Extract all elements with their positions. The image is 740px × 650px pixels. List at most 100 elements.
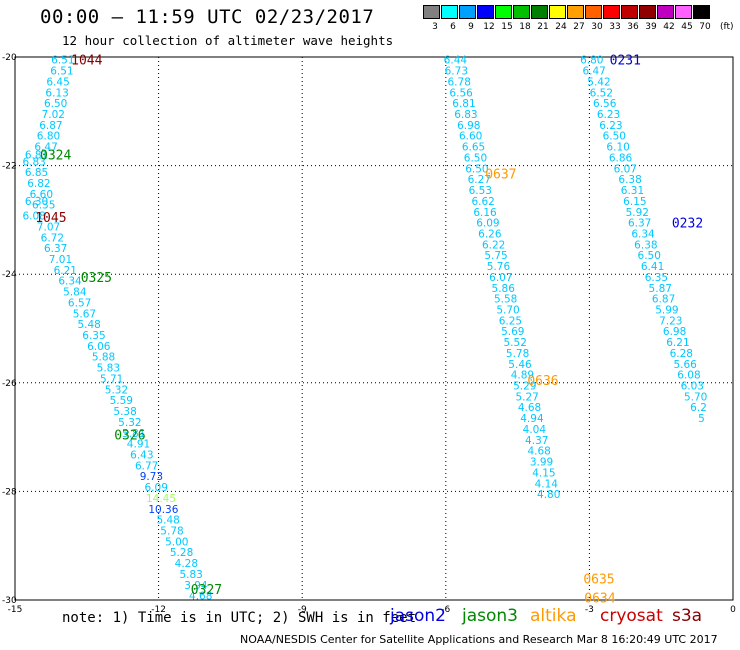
data-point-label: 5.59 [110, 395, 133, 407]
scale-swatch [603, 5, 620, 19]
data-point-label: 6.37 [44, 243, 67, 255]
data-point-label: 6.41 [641, 261, 664, 273]
data-point-label: 5.81 [122, 428, 145, 440]
scale-swatch [693, 5, 710, 19]
data-point-label: 6.50 [465, 163, 488, 175]
scale-swatch [585, 5, 602, 19]
scale-label: 12 [483, 22, 495, 32]
data-point-label: 6.15 [623, 196, 646, 208]
data-point-label: 6.07 [489, 272, 512, 284]
scale-label: 36 [627, 22, 639, 32]
scale-swatch [441, 5, 458, 19]
data-point-label: 6.60 [30, 189, 53, 201]
data-point-label: 6.51 [51, 55, 74, 67]
data-point-label: 4.68 [527, 446, 550, 458]
data-point-label: 5.92 [626, 207, 649, 219]
data-point-label: 6.80 [580, 55, 603, 67]
scale-swatch [423, 5, 440, 19]
scale-label: 6 [450, 22, 456, 32]
data-point-label: 6.07 [614, 163, 637, 175]
data-point-label: 5.78 [506, 348, 529, 360]
data-point-label: 5.32 [105, 384, 128, 396]
data-point-label: 5.75 [484, 250, 507, 262]
satellite-jason3: jason3 [462, 606, 518, 626]
data-point-label: 5.48 [77, 319, 100, 331]
data-point-label: 6.57 [68, 297, 91, 309]
x-tick-label: -3 [585, 605, 594, 615]
data-point-label: 6.44 [444, 55, 468, 67]
scale-units: (ft) [720, 22, 734, 32]
data-point-label: 5.87 [649, 283, 672, 295]
data-point-label: 4.15 [532, 467, 555, 479]
plot-frame [14, 56, 734, 601]
data-point-label: 5 [698, 413, 705, 425]
data-point-label: 5.70 [496, 304, 519, 316]
data-point-label: 5.78 [160, 525, 183, 537]
data-point-label: 6.08 [22, 211, 45, 223]
data-point-label: 5.46 [508, 359, 532, 371]
data-point-label: 5.86 [492, 283, 516, 295]
footer-note: note: 1) Time is in UTC; 2) SWH is in fe… [62, 610, 417, 626]
data-point-label: 5.66 [673, 359, 697, 371]
data-point-label: 4.94 [520, 413, 544, 425]
data-point-label: 6.52 [590, 87, 613, 99]
data-point-label: 6.50 [44, 98, 67, 110]
scale-label: 15 [501, 22, 513, 32]
data-point-label: 4.68 [518, 402, 541, 414]
data-point-label: 4.80 [537, 489, 560, 501]
data-point-label: 7.07 [37, 221, 60, 233]
data-point-label: 5.84 [63, 287, 87, 299]
data-point-label: 6.83 [22, 156, 45, 168]
time-label: 1045 [35, 211, 66, 226]
data-point-label: 6.65 [462, 142, 485, 154]
data-point-label: 6.83 [454, 109, 477, 121]
scale-label: 27 [573, 22, 585, 32]
data-point-label: 6.08 [677, 370, 700, 382]
data-point-label: 6.50 [464, 152, 487, 164]
satellite-altika: altika [530, 606, 577, 626]
data-point-label: 6.37 [628, 218, 651, 230]
y-tick-label: -30 [2, 596, 17, 606]
data-point-label: 7.02 [42, 109, 65, 121]
data-point-label: 6.38 [634, 239, 657, 251]
data-point-label: 6.47 [34, 142, 57, 154]
scale-swatch [567, 5, 584, 19]
data-point-label: 6.82 [27, 178, 50, 190]
data-point-label: 4.04 [523, 424, 547, 436]
data-point-label: 5.83 [97, 363, 120, 375]
data-point-label: 6.06 [87, 341, 111, 353]
scale-label: 45 [681, 22, 693, 32]
scale-swatch [531, 5, 548, 19]
data-point-label: 6.27 [468, 174, 491, 186]
data-point-label: 5.71 [100, 373, 123, 385]
scale-label: 24 [555, 22, 567, 32]
data-point-label: 6.45 [46, 76, 69, 88]
x-tick-label: -6 [441, 605, 450, 615]
data-point-label: 7.23 [659, 315, 682, 327]
data-point-label: 4.68 [189, 591, 212, 603]
data-point-label: 4.37 [525, 435, 548, 447]
data-point-label: 6.03 [681, 381, 704, 393]
scale-label: 18 [519, 22, 531, 32]
scale-label: 42 [663, 22, 675, 32]
time-label: 0324 [40, 149, 71, 164]
data-point-label: 9.73 [140, 471, 163, 483]
data-point-label: 6.87 [39, 120, 62, 132]
time-label: 0634 [584, 591, 615, 606]
data-point-label: 6.28 [670, 348, 693, 360]
time-label: 0231 [610, 54, 641, 69]
data-point-label: 5.69 [501, 326, 524, 338]
data-point-label: 5.38 [113, 406, 136, 418]
data-point-label: 6.16 [473, 207, 497, 219]
data-point-label: 6.53 [469, 185, 492, 197]
data-point-label: 7.01 [49, 254, 72, 266]
time-label: 0635 [583, 572, 614, 587]
x-tick-label: -9 [298, 605, 307, 615]
data-point-label: 6.86 [609, 152, 633, 164]
data-point-label: 5.88 [92, 352, 115, 364]
x-tick-label: -12 [151, 605, 166, 615]
data-point-label: 5.52 [504, 337, 527, 349]
scale-swatch [459, 5, 476, 19]
data-point-label: 6.47 [582, 66, 605, 78]
data-point-label: 6.21 [54, 265, 77, 277]
